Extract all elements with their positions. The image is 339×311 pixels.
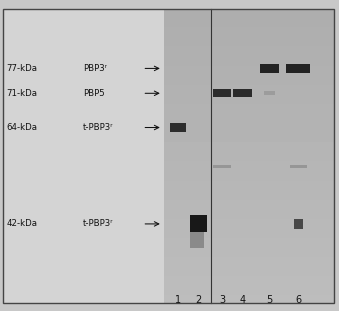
Text: t-PBP3ʳ: t-PBP3ʳ [83,220,114,228]
Bar [3,9,164,303]
Text: t-PBP3ʳ: t-PBP3ʳ [83,123,114,132]
Bar [264,91,276,95]
Text: 4: 4 [239,295,245,305]
Bar [286,64,310,73]
Bar [190,232,204,248]
Text: 2: 2 [195,295,201,305]
Text: 77-kDa: 77-kDa [7,64,38,73]
Text: 3: 3 [219,295,225,305]
Text: 5: 5 [266,295,273,305]
Text: 64-kDa: 64-kDa [7,123,38,132]
Bar [290,165,307,168]
Bar [213,90,232,97]
Bar [213,165,231,168]
Bar [260,64,279,73]
Text: PBP3ʳ: PBP3ʳ [83,64,107,73]
Text: PBP5: PBP5 [83,89,105,98]
Text: 71-kDa: 71-kDa [7,89,38,98]
Text: 1: 1 [175,295,181,305]
Bar [294,219,303,229]
Bar [190,215,207,233]
Bar [170,123,186,132]
Bar [233,90,252,97]
Text: 42-kDa: 42-kDa [7,220,38,228]
Text: 6: 6 [295,295,301,305]
